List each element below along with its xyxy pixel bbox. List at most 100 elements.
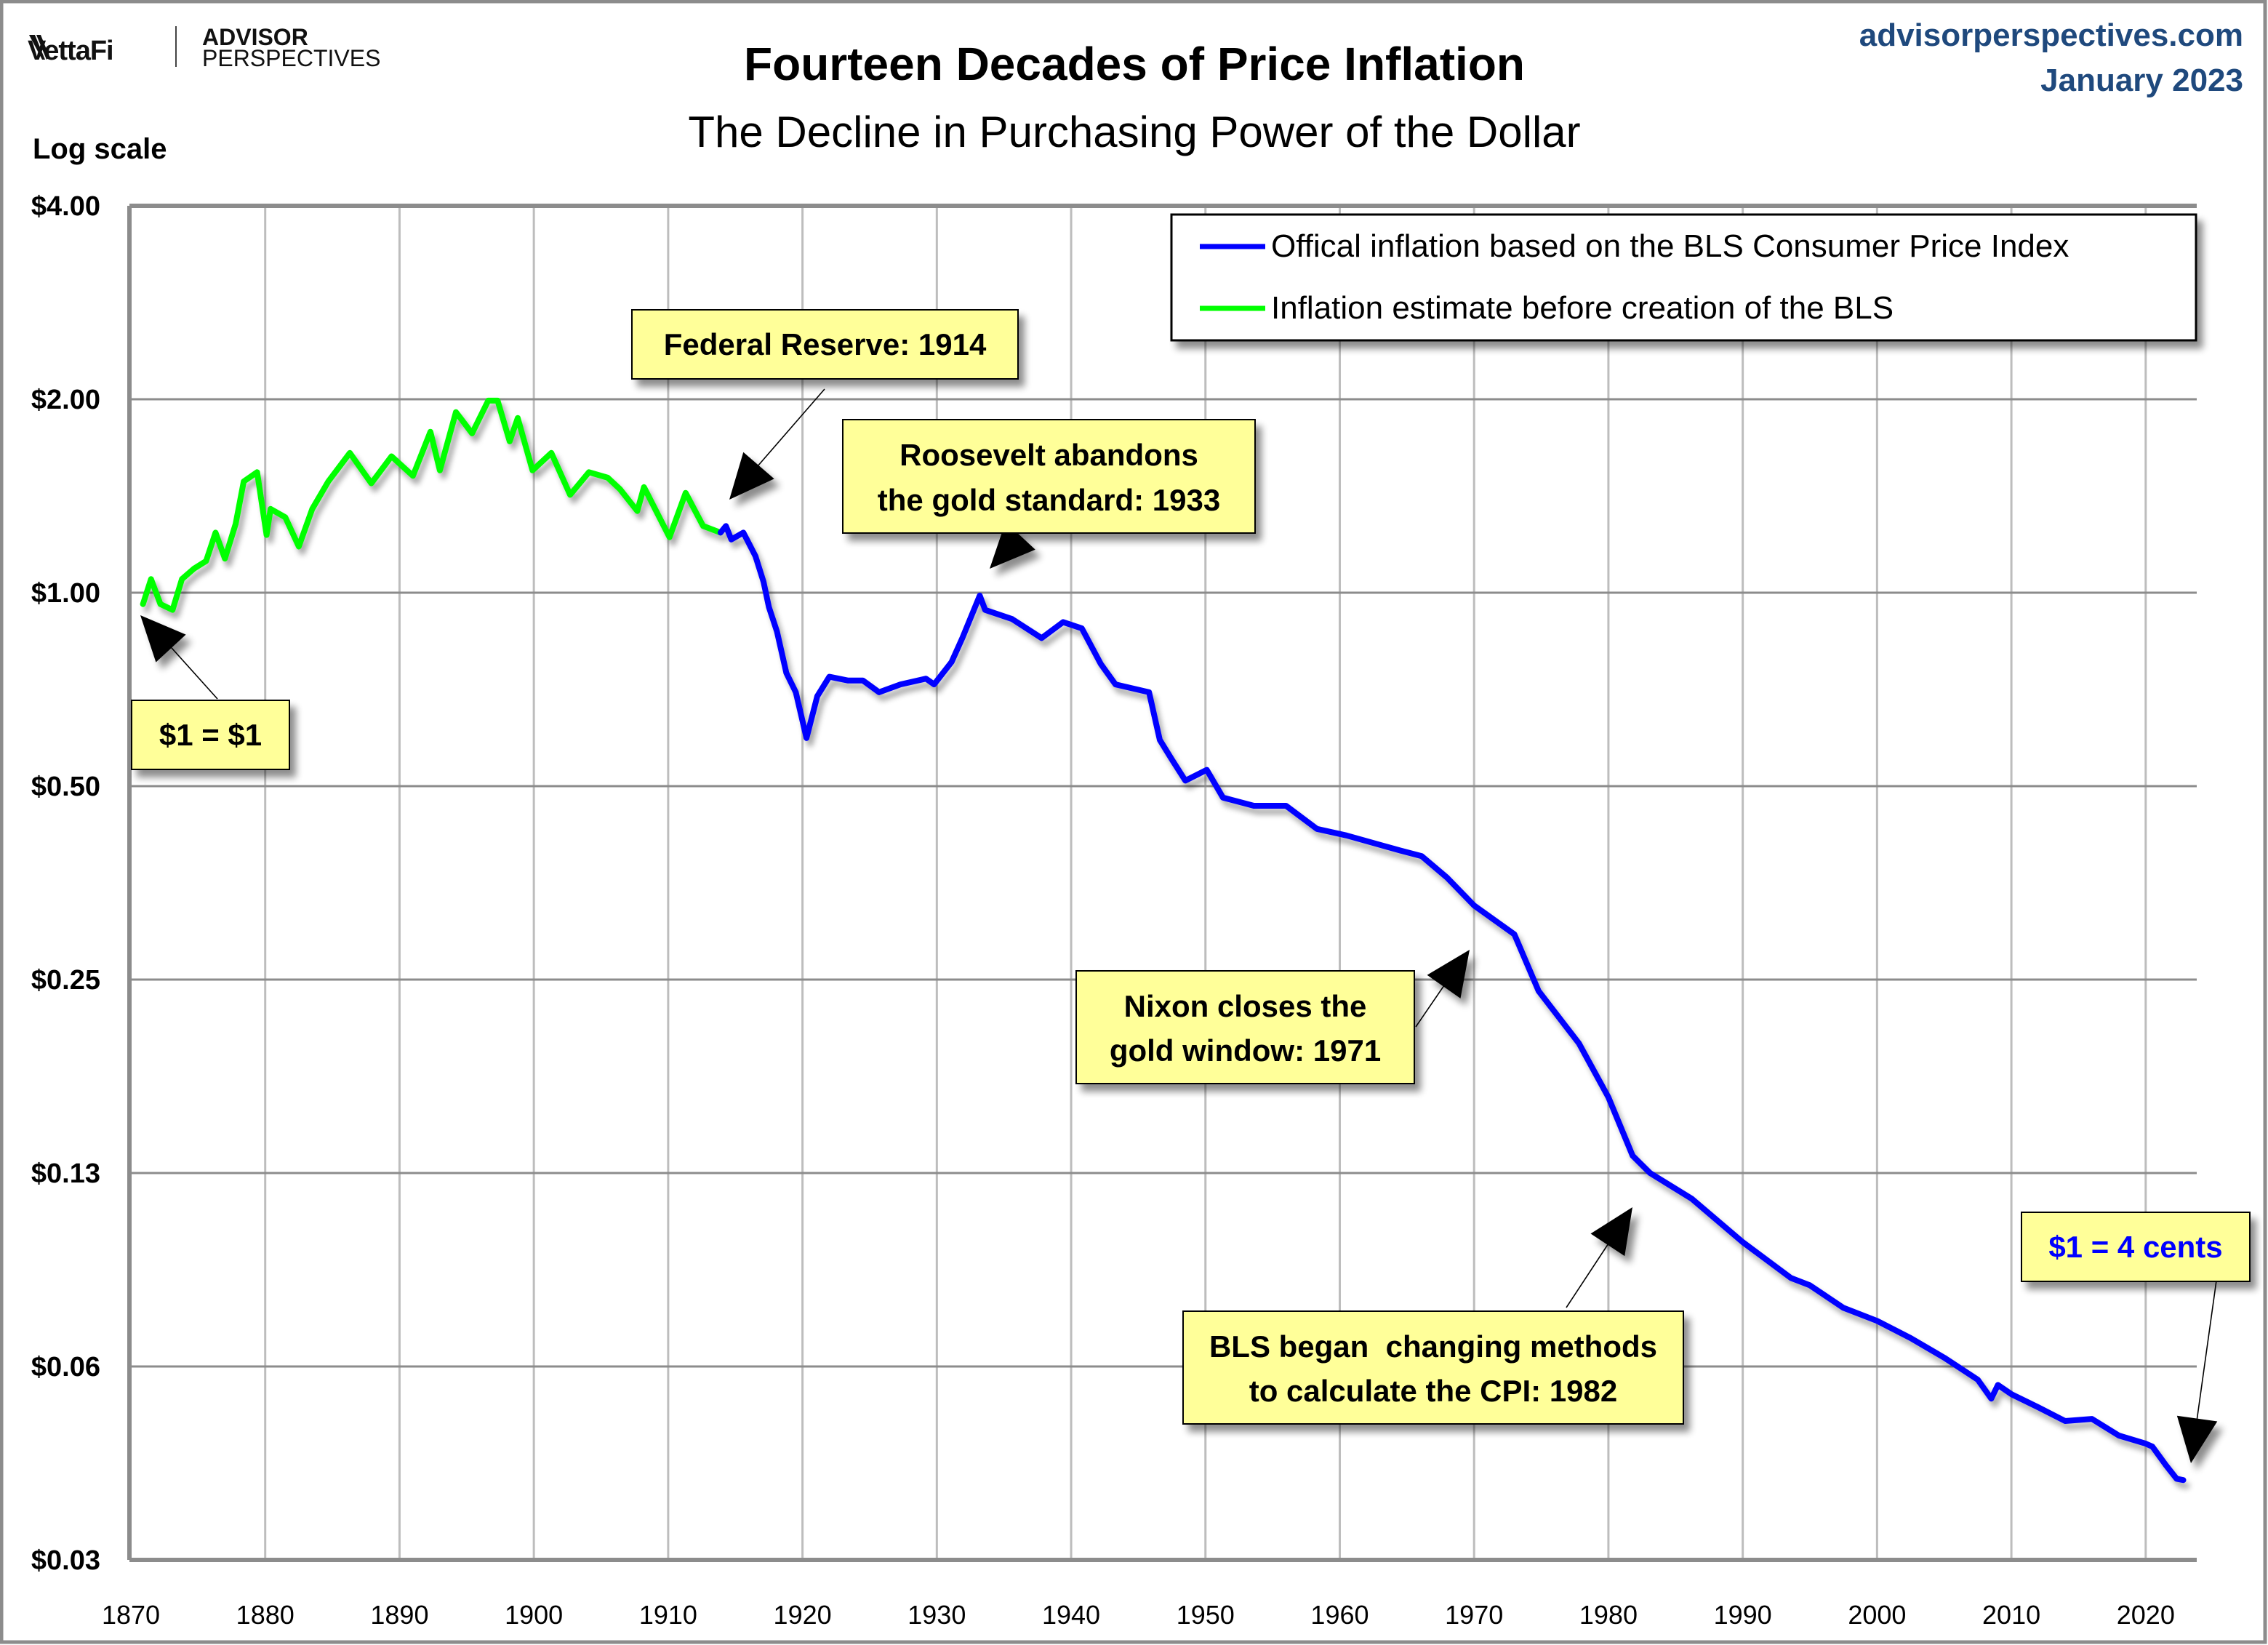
annotation-text-line1: BLS began changing methods xyxy=(1209,1329,1657,1364)
data-point xyxy=(720,532,721,533)
data-point xyxy=(1691,1198,1692,1199)
data-point xyxy=(328,481,329,482)
x-tick-label: 1980 xyxy=(1579,1600,1638,1630)
data-point xyxy=(487,400,489,401)
data-point xyxy=(550,452,552,454)
data-point xyxy=(1222,797,1224,799)
data-point xyxy=(1115,684,1116,685)
annotation-text-line2: gold window: 1971 xyxy=(1110,1033,1381,1068)
data-point xyxy=(1990,1398,1992,1399)
annotation-nixon: Nixon closes the gold window: 1971 xyxy=(1075,950,1470,1084)
vettafi-mark-icon xyxy=(29,35,49,60)
series-line-bls-cpi xyxy=(717,523,2187,1484)
y-tick-label: $0.06 xyxy=(31,1352,100,1382)
data-point xyxy=(439,470,441,471)
data-point xyxy=(702,525,704,527)
annotation-text-line1: Nixon closes the xyxy=(1124,989,1367,1023)
data-point xyxy=(311,508,313,510)
annotation-text-line1: Roosevelt abandons xyxy=(899,438,1198,472)
data-point xyxy=(1473,905,1475,906)
data-point xyxy=(371,483,372,484)
series-line-pre-bls xyxy=(140,397,724,613)
x-tick-labels: 1870 1880 1890 1900 1910 1920 1930 1940 1950 1960… xyxy=(102,1600,2175,1630)
data-point xyxy=(2183,1479,2184,1481)
data-point xyxy=(961,637,963,639)
publish-date: January 2023 xyxy=(2040,63,2243,98)
annotation-box xyxy=(842,419,1256,534)
data-point xyxy=(685,492,686,494)
data-point xyxy=(829,676,830,678)
annotation-text: $1 = $1 xyxy=(159,718,262,752)
x-tick-label: 2000 xyxy=(1848,1600,1906,1630)
data-point xyxy=(806,737,807,739)
x-tick-label: 2010 xyxy=(1982,1600,2040,1630)
data-point xyxy=(862,680,864,681)
data-point xyxy=(1316,828,1318,830)
data-point xyxy=(172,609,173,611)
x-tick-label: 1940 xyxy=(1042,1600,1100,1630)
x-tick-label: 1930 xyxy=(907,1600,966,1630)
annotation-four-cents: $1 = 4 cents xyxy=(2021,1212,2251,1463)
y-tick-label: $0.50 xyxy=(31,772,100,802)
legend-label-pre-bls: Inflation estimate before creation of th… xyxy=(1271,290,1894,326)
logo-advisor-text: ADVISOR xyxy=(202,24,308,50)
annotation-box xyxy=(131,700,290,770)
x-tick-label: 1890 xyxy=(370,1600,428,1630)
data-point xyxy=(2064,1420,2066,1422)
data-point xyxy=(215,532,216,533)
arrow-head-icon xyxy=(729,452,774,500)
data-point xyxy=(2152,1446,2153,1447)
data-point xyxy=(2091,1418,2093,1420)
logo-perspectives-text: PERSPECTIVES xyxy=(202,45,380,71)
annotation-text-line2: to calculate the CPI: 1982 xyxy=(1249,1374,1618,1408)
data-point xyxy=(1185,780,1186,781)
x-tick-label: 1970 xyxy=(1445,1600,1503,1630)
x-tick-label: 1900 xyxy=(505,1600,563,1630)
x-tick-label: 2020 xyxy=(2117,1600,2175,1630)
data-point xyxy=(1081,628,1083,629)
annotations: $1 = $1 Federal Reserve: 1914 Roosevelt … xyxy=(131,309,2251,1463)
data-point xyxy=(1910,1337,1911,1339)
legend-box xyxy=(1170,213,2197,342)
arrow-head-icon xyxy=(140,615,186,663)
annotation-roosevelt: Roosevelt abandons the gold standard: 19… xyxy=(842,419,1256,569)
y-tick-label: $1.00 xyxy=(31,578,100,609)
data-point xyxy=(1206,769,1208,771)
data-point xyxy=(588,471,590,473)
data-point xyxy=(390,456,392,457)
annotation-bls-methods: BLS began changing methods to calculate … xyxy=(1182,1207,1684,1425)
data-point xyxy=(1649,1172,1651,1174)
data-point xyxy=(181,578,183,580)
data-point xyxy=(284,516,286,518)
data-point xyxy=(193,568,195,569)
data-point xyxy=(1011,618,1013,620)
data-point xyxy=(2037,1406,2039,1408)
data-point xyxy=(1538,990,1539,992)
annotation-one-dollar: $1 = $1 xyxy=(131,615,290,770)
annotation-box xyxy=(1182,1310,1684,1425)
data-point xyxy=(1809,1284,1811,1286)
gridlines xyxy=(129,206,2197,1560)
advisor-perspectives-logo: ADVISOR PERSPECTIVES xyxy=(202,24,380,71)
data-point xyxy=(1171,759,1173,760)
plot-axes xyxy=(127,204,2197,1562)
annotation-text-line2: the gold standard: 1933 xyxy=(878,483,1220,517)
annotation-box xyxy=(1075,970,1415,1084)
y-axis-label: Log scale xyxy=(33,133,167,165)
arrow-head-icon xyxy=(1427,950,1470,998)
arrow-head-icon xyxy=(2176,1415,2218,1463)
y-tick-label: $0.25 xyxy=(31,965,100,996)
chart-subtitle: The Decline in Purchasing Power of the D… xyxy=(688,108,1580,156)
annotation-box xyxy=(631,309,1019,380)
data-point xyxy=(731,539,732,540)
x-tick-label: 1950 xyxy=(1177,1600,1235,1630)
data-point xyxy=(532,470,533,471)
x-tick-label: 1880 xyxy=(236,1600,294,1630)
site-url[interactable]: advisorperspectives.com xyxy=(1859,17,2243,53)
x-tick-label: 1990 xyxy=(1714,1600,1772,1630)
data-point xyxy=(2011,1393,2012,1395)
data-point xyxy=(899,684,901,685)
y-tick-label: $0.13 xyxy=(31,1158,100,1189)
data-point xyxy=(742,532,744,533)
data-point xyxy=(1400,850,1401,851)
